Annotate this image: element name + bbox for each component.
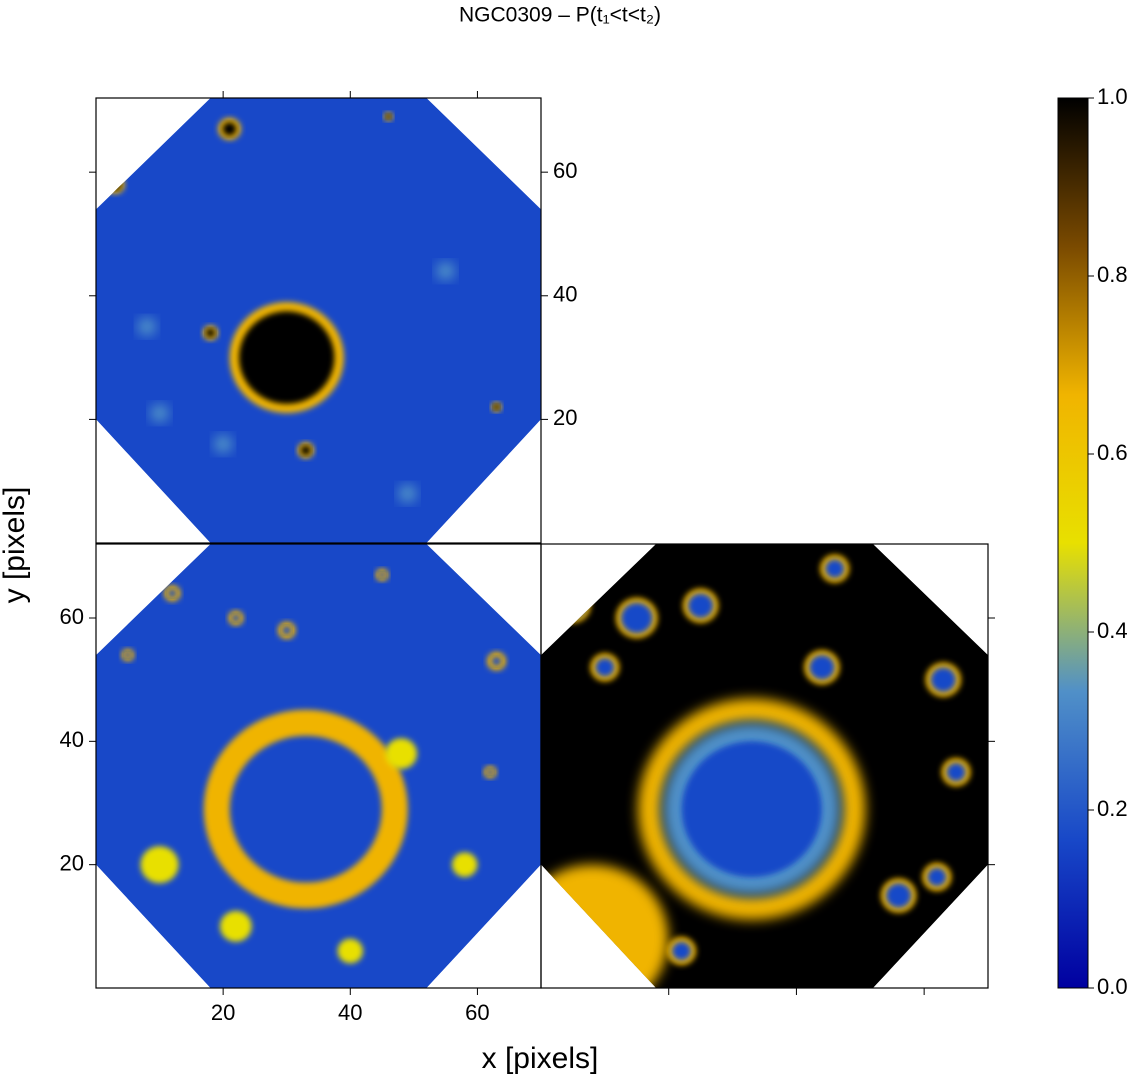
heatmap-region	[397, 484, 418, 503]
heatmap-region	[687, 593, 714, 619]
y-tick-label: 60	[553, 158, 577, 183]
heatmap-region	[300, 445, 311, 456]
heatmap-region	[137, 317, 157, 336]
heatmap-region	[109, 178, 121, 191]
colorbar-tick-label: 1.0	[1097, 84, 1128, 109]
heatmap	[541, 544, 988, 988]
heatmap-region	[436, 261, 456, 281]
heatmap-region	[451, 852, 478, 878]
heatmap-region	[637, 698, 866, 920]
y-tick-label: 20	[553, 405, 577, 430]
chart-title: NGC0309 – P(t₁<t<t₂)	[459, 4, 661, 27]
heatmap-region	[671, 941, 692, 961]
colorbar-tick-label: 0.4	[1097, 618, 1128, 643]
x-tick-label: 20	[211, 1000, 235, 1025]
heatmap-region	[239, 311, 335, 404]
heatmap-region	[105, 175, 125, 194]
heatmap-region	[927, 867, 947, 887]
heatmap-region	[168, 589, 177, 598]
heatmap-region	[150, 403, 170, 423]
colorbar-tick-label: 0.2	[1097, 796, 1128, 821]
heatmap-region	[219, 910, 252, 942]
y-tick-label: 60	[60, 604, 84, 629]
panel-frame	[95, 97, 542, 544]
x-tick-label: 40	[338, 1000, 362, 1025]
heatmap-region	[337, 938, 364, 964]
heatmap-region	[946, 762, 966, 782]
heatmap	[96, 544, 541, 988]
x-tick-label: 60	[465, 1000, 489, 1025]
heatmap-region	[385, 738, 418, 770]
colorbar-tick-label: 0.8	[1097, 262, 1128, 287]
heatmap-region	[232, 614, 240, 622]
heatmap-region	[541, 864, 669, 988]
heatmap-region	[809, 654, 835, 680]
y-tick-label: 20	[60, 850, 84, 875]
heatmap-region	[493, 404, 500, 410]
heatmap-region	[140, 846, 179, 884]
heatmap-region	[124, 651, 131, 659]
heatmap-region	[205, 328, 216, 338]
heatmap-region	[681, 741, 822, 878]
panel-frame	[540, 543, 989, 989]
heatmap-region	[825, 559, 845, 578]
x-axis-label: x [pixels]	[482, 1042, 599, 1075]
heatmap-region	[282, 626, 292, 635]
heatmap-region	[486, 769, 494, 776]
heatmap-region	[560, 593, 586, 619]
y-tick-label: 40	[60, 727, 84, 752]
colorbar-tick-label: 0.6	[1097, 440, 1128, 465]
y-tick-label: 40	[553, 282, 577, 307]
heatmap	[96, 98, 541, 543]
heatmap-region	[595, 658, 615, 677]
heatmap-region	[203, 709, 408, 909]
heatmap-region	[930, 667, 957, 693]
heatmap-region	[491, 656, 502, 666]
heatmap-region	[385, 113, 392, 120]
heatmap-region	[378, 571, 386, 578]
heatmap-region	[620, 602, 653, 634]
y-axis-label: y [pixels]	[0, 487, 31, 604]
heatmap-region	[555, 588, 591, 623]
colorbar	[1057, 97, 1089, 989]
colorbar-tick-label: 0.0	[1097, 974, 1128, 999]
heatmap-region	[222, 122, 237, 136]
heatmap-region	[213, 434, 233, 454]
heatmap-bg	[96, 544, 541, 988]
heatmap-region	[885, 883, 912, 908]
